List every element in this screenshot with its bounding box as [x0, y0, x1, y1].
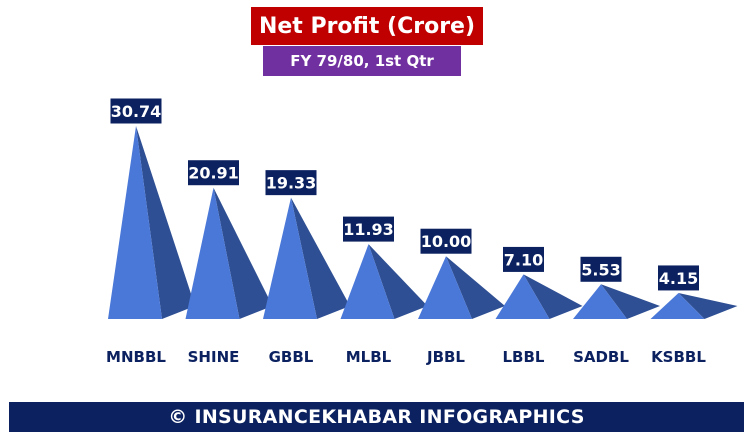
data-label: 19.33 [266, 174, 317, 193]
data-label: 7.10 [504, 250, 543, 269]
pyramid-side-face [368, 244, 428, 319]
data-label: 5.53 [581, 260, 620, 279]
pyramid-bar [495, 274, 550, 319]
category-label: MNBBL [106, 348, 166, 366]
data-label: 4.15 [659, 269, 698, 288]
category-label: GBBL [269, 348, 314, 366]
data-label: 20.91 [188, 164, 239, 183]
pyramid-bar [418, 256, 472, 319]
pyramid-chart: 30.74 MNBBL 20.91 SHINE 19.33 GBBL 11.93 MLBL 10… [106, 97, 738, 366]
pyramid-bar [263, 197, 317, 319]
pyramid-side-face [136, 126, 195, 319]
pyramid-bar [108, 126, 162, 319]
pyramid-bar [573, 284, 627, 319]
pyramid-side-face [213, 187, 273, 319]
pyramid-side-face [678, 292, 738, 319]
value-label-box [187, 159, 240, 187]
pyramid-bar [340, 244, 395, 319]
value-label-box [419, 227, 473, 255]
value-label-box [109, 97, 163, 125]
footer-banner: © INSURANCEKHABAR INFOGRAPHICS [9, 402, 744, 432]
category-label: MLBL [346, 348, 392, 366]
value-label-box [502, 245, 545, 273]
pyramid-side-face [601, 284, 660, 319]
pyramid-bar [185, 187, 240, 319]
category-label: SHINE [188, 348, 240, 366]
pyramid-bar [650, 292, 705, 319]
value-label-box [342, 215, 395, 243]
pyramid-side-face [291, 197, 350, 319]
data-label: 11.93 [343, 220, 394, 239]
category-label: JBBL [426, 348, 465, 366]
data-label: 30.74 [111, 102, 162, 121]
category-label: SADBL [573, 348, 629, 366]
chart-subtitle: FY 79/80, 1st Qtr [263, 46, 461, 76]
value-label-box [657, 264, 700, 292]
category-label: LBBL [503, 348, 545, 366]
category-label: KSBBL [651, 348, 706, 366]
value-label-box [579, 255, 623, 283]
pyramid-side-face [446, 256, 505, 319]
pyramid-side-face [523, 274, 583, 319]
data-label: 10.00 [421, 232, 472, 251]
chart-title: Net Profit (Crore) [251, 7, 483, 45]
value-label-box [264, 169, 318, 197]
